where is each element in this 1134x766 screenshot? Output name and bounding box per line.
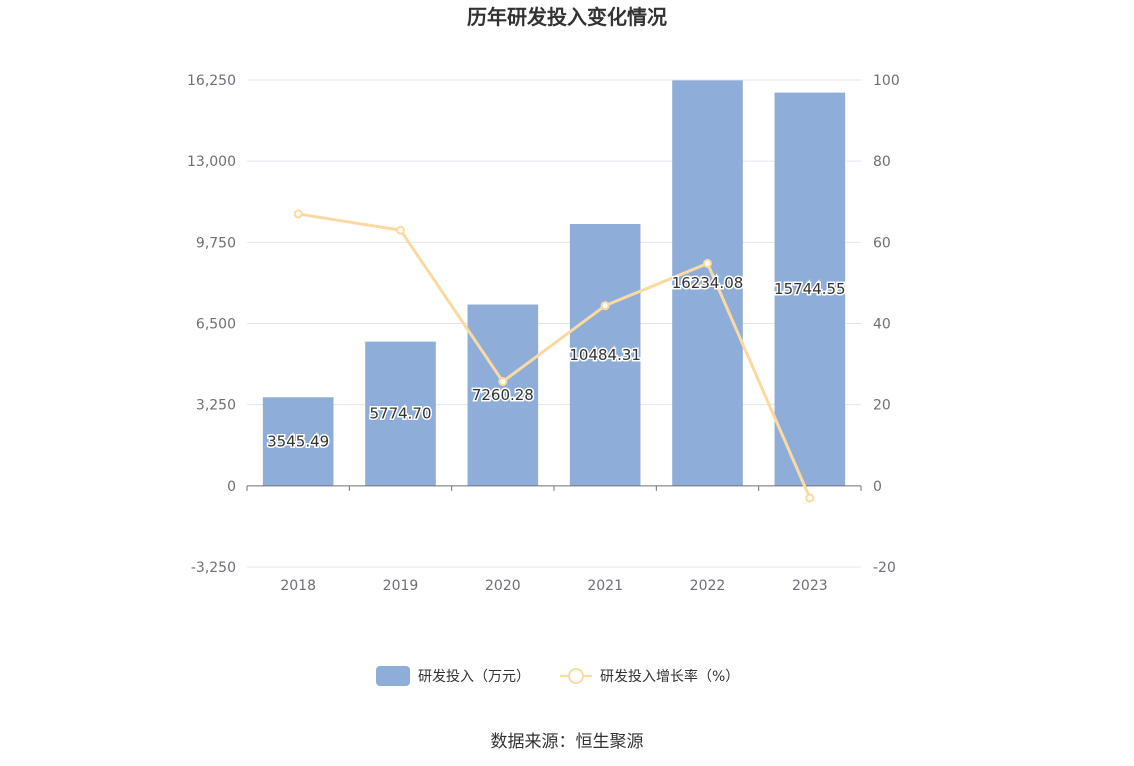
line-series <box>293 209 815 503</box>
growth-point <box>498 377 508 387</box>
legend: 研发投入（万元） 研发投入增长率（%） <box>376 666 739 686</box>
bar-value-label: 5774.70 <box>369 405 431 423</box>
bar-series <box>262 80 846 486</box>
legend-item-line[interactable]: 研发投入增长率（%） <box>560 668 739 685</box>
bar-value-label: 10484.31 <box>569 346 641 364</box>
growth-point <box>703 258 712 268</box>
right-tick-label: -20 <box>873 560 896 576</box>
x-tick-label: 2018 <box>280 578 316 594</box>
gridlines <box>247 79 861 568</box>
growth-point <box>396 225 405 235</box>
bar-labels: 3545.49 5774.70 7260.28 10484.31 16234.08 157… <box>266 273 847 452</box>
x-tick-label: 2019 <box>383 578 419 594</box>
data-source: 数据来源：恒生聚源 <box>491 732 644 752</box>
growth-point <box>293 209 303 219</box>
right-tick-label: 20 <box>873 398 891 414</box>
bar <box>365 341 436 486</box>
left-tick-label: 13,000 <box>187 154 236 170</box>
growth-point <box>600 301 610 311</box>
bar <box>569 223 641 486</box>
right-tick-label: 60 <box>873 235 891 251</box>
right-tick-label: 0 <box>873 479 882 495</box>
right-tick-label: 100 <box>873 73 900 89</box>
bar-value-label: 16234.08 <box>672 274 744 292</box>
growth-line <box>297 212 812 499</box>
x-tick-label: 2021 <box>587 578 623 594</box>
bar-value-label: 7260.28 <box>472 386 534 404</box>
x-tick-label: 2020 <box>485 578 521 594</box>
legend-line-marker <box>568 668 584 684</box>
legend-item-bar[interactable]: 研发投入（万元） <box>376 666 530 686</box>
left-tick-label: 0 <box>227 479 236 495</box>
left-axis: -3,250 0 3,250 6,500 9,750 13,000 16,250 <box>187 73 236 576</box>
bar <box>467 304 539 486</box>
left-tick-label: -3,250 <box>191 560 236 576</box>
bar <box>774 92 846 486</box>
bar <box>262 397 334 486</box>
x-axis: 2018 2019 2020 2021 2022 2023 <box>246 485 862 594</box>
right-tick-label: 40 <box>873 317 891 333</box>
left-tick-label: 3,250 <box>196 398 236 414</box>
x-tick-label: 2022 <box>690 578 726 594</box>
x-tick-label: 2023 <box>792 578 828 594</box>
left-tick-label: 9,750 <box>196 235 236 251</box>
right-axis: -20 0 20 40 60 80 100 <box>873 73 900 576</box>
legend-line-label: 研发投入增长率（%） <box>600 668 739 685</box>
chart-title: 历年研发投入变化情况 <box>467 5 667 29</box>
bar-value-label: 15744.55 <box>774 280 846 298</box>
left-tick-label: 16,250 <box>187 73 236 89</box>
growth-point <box>805 493 815 503</box>
bar-value-label: 3545.49 <box>267 433 329 451</box>
right-tick-label: 80 <box>873 154 891 170</box>
legend-bar-swatch <box>376 666 410 686</box>
bar <box>672 80 743 486</box>
left-tick-label: 6,500 <box>196 317 236 333</box>
legend-bar-label: 研发投入（万元） <box>418 669 530 685</box>
